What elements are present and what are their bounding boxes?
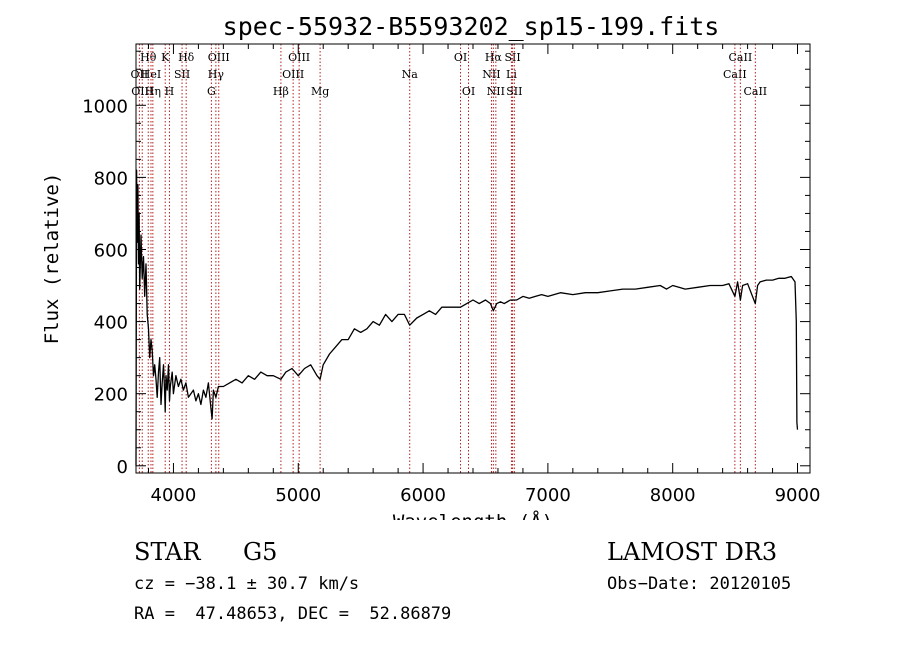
line-label-18: OI — [462, 85, 475, 98]
line-label-16: Na — [402, 68, 419, 81]
line-label-6: H — [165, 85, 175, 98]
line-label-20: Hα — [485, 51, 503, 64]
y-tick-label-0: 0 — [117, 457, 128, 478]
line-label-9: G — [207, 85, 216, 98]
x-axis-label: Wavelength (Å) — [393, 510, 553, 520]
line-label-21: NII — [487, 85, 505, 98]
observation-date: Obs−Date: 20120105 — [607, 574, 792, 594]
line-label-2: Hθ — [140, 51, 157, 64]
line-label-17: OI — [454, 51, 467, 64]
line-label-13: OIII — [282, 68, 304, 81]
line-label-4: Hη — [145, 85, 161, 98]
y-tick-label-1: 200 — [94, 385, 128, 406]
line-label-27: CaII — [743, 85, 767, 98]
line-label-25: CaII — [723, 68, 747, 81]
y-tick-label-4: 800 — [94, 168, 128, 189]
line-label-1: OIII — [131, 85, 153, 98]
x-tick-label-5: 9000 — [775, 485, 821, 506]
line-label-26: CaII — [729, 51, 753, 64]
line-label-23: SII — [504, 51, 520, 64]
spectral-class: STAR — [134, 538, 201, 566]
line-label-14: OIII — [288, 51, 310, 64]
line-label-0: OII — [131, 68, 149, 81]
y-tick-label-2: 400 — [94, 313, 128, 334]
spectrum-chart: spec-55932-B5593202_sp15-199.fits OII OIII… — [41, 12, 821, 520]
y-tick-label-3: 600 — [94, 240, 128, 261]
line-label-12: Hβ — [273, 85, 289, 98]
x-tick-label-3: 7000 — [525, 485, 571, 506]
line-label-11: OIII — [208, 51, 230, 64]
line-label-7: SII — [174, 68, 190, 81]
y-tick-label-5: 1000 — [82, 96, 128, 117]
x-tick-label-1: 5000 — [275, 485, 321, 506]
line-label-8: Hδ — [178, 51, 195, 64]
sky-coordinates: RA = 47.48653, DEC = 52.86879 — [134, 604, 452, 624]
line-label-19: NII — [482, 68, 500, 81]
line-label-10: Hγ — [208, 68, 225, 81]
y-axis-label: Flux (relative) — [41, 173, 63, 345]
line-label-3: HeI — [141, 68, 161, 81]
chart-title: spec-55932-B5593202_sp15-199.fits — [223, 12, 720, 41]
line-label-24: SII — [506, 85, 522, 98]
spectrum-line — [135, 169, 799, 466]
line-label-22: Li — [506, 68, 517, 81]
redshift-velocity: cz = −38.1 ± 30.7 km/s — [134, 574, 360, 594]
plot-frame — [135, 43, 811, 474]
x-tick-label-0: 4000 — [151, 485, 197, 506]
line-label-15: Mg — [311, 85, 329, 98]
line-label-5: K — [161, 51, 170, 64]
survey-name: LAMOST DR3 — [607, 538, 778, 566]
x-tick-label-4: 8000 — [650, 485, 696, 506]
x-tick-label-2: 6000 — [400, 485, 446, 506]
spectral-subclass: G5 — [243, 538, 278, 566]
